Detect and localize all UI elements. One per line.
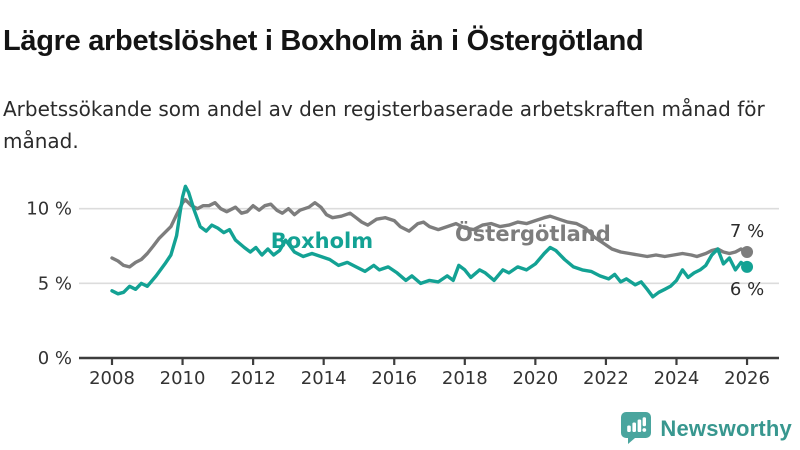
x-tick-label: 2012 (230, 368, 276, 389)
ostergotland-end-value-label: 7 % (730, 221, 764, 242)
ostergotland-series-label: Östergötland (455, 221, 611, 246)
logo-exclamation-stem (643, 417, 647, 427)
logo-bar-3 (638, 419, 642, 432)
x-tick-label: 2024 (654, 368, 700, 389)
boxholm-series-label: Boxholm (271, 229, 373, 253)
newsworthy-branding: Newsworthy (621, 412, 792, 445)
x-tick-label: 2014 (301, 368, 347, 389)
logo-exclamation-dot (642, 428, 647, 432)
newsworthy-logo-icon (621, 412, 652, 444)
boxholm-line (110, 184, 749, 299)
x-tick-label: 2026 (724, 368, 770, 389)
x-tick-label: 2018 (442, 368, 488, 389)
logo-bar-1 (627, 425, 632, 432)
x-tick-label: 2022 (583, 368, 629, 389)
y-tick-label: 10 % (26, 199, 72, 220)
boxholm-end-value-label: 6 % (730, 279, 764, 300)
x-tick-label: 2016 (371, 368, 417, 389)
x-tick-label: 2010 (160, 368, 206, 389)
logo-bar-2 (632, 422, 637, 432)
ostergotland-line (110, 198, 749, 269)
y-tick-label: 0 % (38, 348, 72, 369)
x-tick-label: 2008 (89, 368, 135, 389)
chart-subtitle: Arbetssökande som andel av den registerb… (3, 97, 765, 154)
brand-name: Newsworthy (660, 415, 792, 441)
ostergotland-end-dot (741, 245, 754, 258)
y-tick-label: 5 % (38, 273, 72, 294)
boxholm-end-dot (741, 260, 754, 273)
page-title: Lägre arbetslöshet i Boxholm än i Österg… (3, 25, 644, 58)
x-tick-label: 2020 (512, 368, 558, 389)
